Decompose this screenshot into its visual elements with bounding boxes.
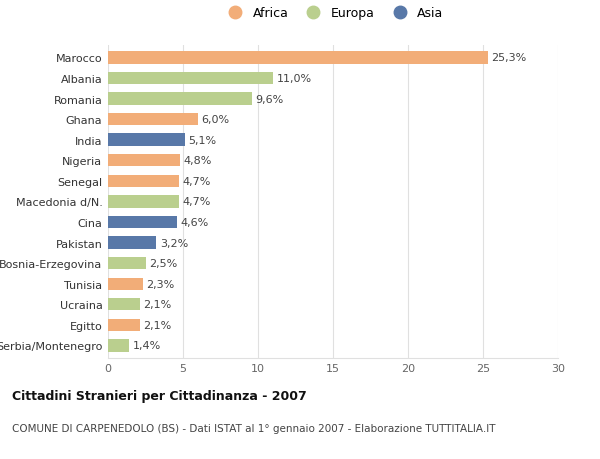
Bar [108, 257, 146, 270]
Bar [108, 278, 143, 290]
Bar [108, 216, 177, 229]
Text: 2,5%: 2,5% [149, 258, 178, 269]
Text: 11,0%: 11,0% [277, 74, 312, 84]
Text: 4,6%: 4,6% [181, 218, 209, 228]
Text: 1,4%: 1,4% [133, 341, 161, 351]
Bar [108, 175, 179, 188]
Bar [108, 114, 198, 126]
Text: 5,1%: 5,1% [188, 135, 217, 146]
Bar [108, 196, 179, 208]
Text: 3,2%: 3,2% [160, 238, 188, 248]
Text: 2,3%: 2,3% [146, 279, 175, 289]
Bar [108, 73, 273, 85]
Bar [108, 298, 139, 311]
Bar [108, 52, 487, 64]
Text: 4,7%: 4,7% [182, 197, 211, 207]
Text: 4,7%: 4,7% [182, 176, 211, 186]
Bar [108, 134, 185, 146]
Text: Cittadini Stranieri per Cittadinanza - 2007: Cittadini Stranieri per Cittadinanza - 2… [12, 389, 307, 403]
Bar [108, 319, 139, 331]
Text: COMUNE DI CARPENEDOLO (BS) - Dati ISTAT al 1° gennaio 2007 - Elaborazione TUTTIT: COMUNE DI CARPENEDOLO (BS) - Dati ISTAT … [12, 424, 496, 433]
Text: 9,6%: 9,6% [256, 94, 284, 104]
Text: 25,3%: 25,3% [491, 53, 527, 63]
Legend: Africa, Europa, Asia: Africa, Europa, Asia [218, 2, 449, 25]
Text: 6,0%: 6,0% [202, 115, 230, 125]
Text: 2,1%: 2,1% [143, 320, 172, 330]
Bar [108, 93, 252, 106]
Bar [108, 237, 156, 249]
Bar [108, 155, 180, 167]
Text: 2,1%: 2,1% [143, 300, 172, 310]
Text: 4,8%: 4,8% [184, 156, 212, 166]
Bar [108, 340, 129, 352]
